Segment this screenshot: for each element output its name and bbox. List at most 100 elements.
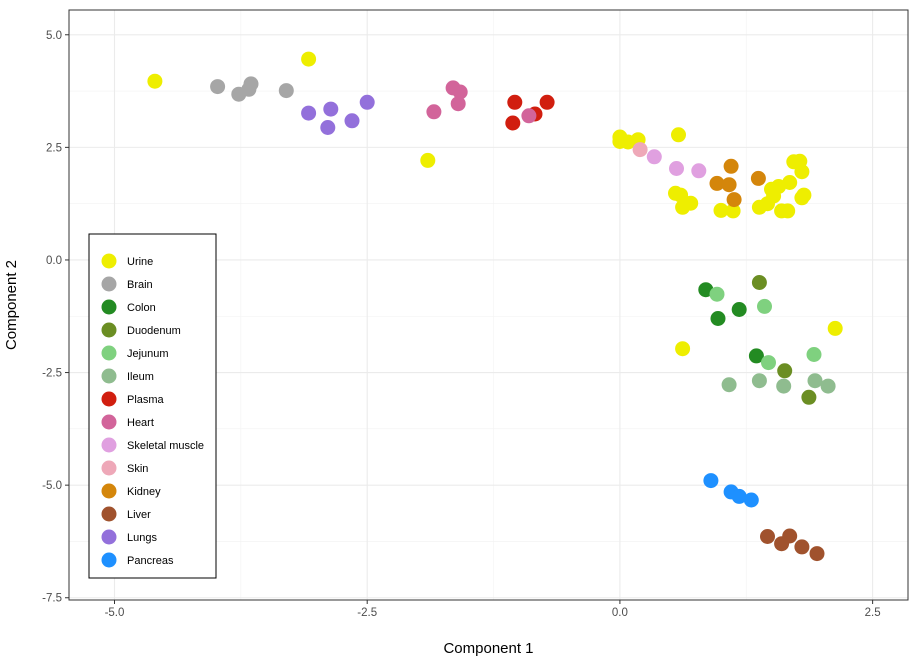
x-tick-label: 0.0 — [612, 607, 628, 619]
data-point-urine — [725, 203, 741, 219]
data-point-kidney — [750, 170, 766, 186]
y-tick-label: -2.5 — [42, 368, 62, 380]
legend-items: Urine Brain Colon Duodenum Jejunum Ileum Plasm… — [101, 253, 204, 568]
data-point-jejunum — [806, 347, 822, 362]
data-point-skeletal-muscle — [646, 149, 662, 165]
legend-key-urine — [101, 253, 117, 269]
data-point-lungs — [320, 120, 336, 135]
legend: Urine Brain Colon Duodenum Jejunum Ileum Plasm… — [88, 233, 217, 579]
legend-label-duodenum: Duodenum — [127, 325, 181, 337]
legend-key-liver — [101, 506, 117, 522]
data-point-jejunum — [757, 298, 772, 314]
legend-key-heart — [101, 414, 117, 430]
legend-key-lungs — [101, 529, 117, 545]
y-tick-label: -7.5 — [42, 593, 62, 605]
data-point-urine — [675, 341, 691, 357]
legend-label-pancreas: Pancreas — [127, 555, 174, 567]
legend-key-jejunum — [101, 345, 117, 361]
data-point-kidney — [726, 192, 742, 208]
data-point-heart — [452, 84, 468, 100]
data-point-kidney — [709, 175, 725, 191]
data-point-ileum — [807, 373, 823, 389]
data-point-kidney — [721, 177, 737, 193]
legend-key-ileum — [101, 368, 117, 384]
data-point-plasma — [505, 115, 521, 131]
data-point-jejunum — [709, 286, 725, 302]
legend-key-kidney — [101, 483, 117, 499]
legend-key-skin — [101, 460, 117, 476]
data-point-jejunum — [761, 355, 776, 371]
legend-label-skin: Skin — [127, 463, 148, 475]
data-point-brain — [278, 83, 294, 99]
y-tick-label: 5.0 — [46, 30, 62, 42]
data-point-liver — [794, 539, 810, 555]
data-point-brain — [210, 79, 226, 95]
data-point-duodenum — [801, 389, 817, 405]
data-point-plasma — [507, 94, 523, 110]
y-axis-title: Component 2 — [3, 260, 20, 350]
data-point-liver — [760, 529, 775, 544]
data-point-pancreas — [743, 492, 759, 508]
data-point-urine — [147, 73, 163, 89]
data-point-skeletal-muscle — [691, 163, 707, 179]
legend-label-liver: Liver — [127, 509, 151, 521]
legend-label-skeletal-muscle: Skeletal muscle — [127, 440, 204, 452]
x-tick-label: -5.0 — [105, 607, 125, 619]
data-point-ileum — [776, 378, 792, 394]
data-point-urine — [794, 164, 810, 180]
data-point-heart — [426, 104, 442, 120]
data-point-urine — [796, 187, 812, 203]
legend-label-lungs: Lungs — [127, 532, 157, 544]
legend-label-colon: Colon — [127, 302, 156, 314]
data-point-kidney — [723, 158, 739, 174]
data-point-ileum — [751, 373, 767, 389]
legend-label-ileum: Ileum — [127, 371, 154, 383]
data-point-liver — [809, 546, 825, 562]
data-point-colon — [731, 302, 747, 317]
data-point-lungs — [301, 105, 317, 121]
data-point-duodenum — [751, 275, 767, 290]
data-point-pancreas — [703, 473, 719, 489]
y-tick-label: -5.0 — [42, 480, 62, 492]
legend-label-urine: Urine — [127, 256, 153, 268]
data-point-urine — [827, 320, 843, 336]
data-point-urine — [713, 202, 729, 218]
data-point-urine — [683, 195, 699, 211]
data-point-heart — [521, 108, 537, 124]
data-point-ileum — [820, 378, 836, 394]
plot-panel-border — [68, 9, 909, 601]
data-point-lungs — [344, 113, 360, 129]
x-tick-label: -2.5 — [357, 607, 377, 619]
legend-key-colon — [101, 299, 117, 315]
data-point-urine — [420, 152, 436, 168]
x-axis-title: Component 1 — [443, 640, 533, 657]
data-point-urine — [780, 203, 796, 219]
y-tick-label: 2.5 — [46, 142, 62, 154]
data-point-ileum — [721, 377, 737, 393]
legend-key-duodenum — [101, 322, 117, 338]
data-point-duodenum — [777, 363, 793, 379]
data-point-pancreas — [731, 488, 747, 504]
legend-key-pancreas — [101, 552, 117, 568]
data-point-lungs — [323, 101, 339, 117]
data-point-liver — [782, 528, 798, 544]
legend-key-brain — [101, 276, 117, 292]
data-points — [147, 51, 843, 562]
legend-label-plasma: Plasma — [127, 394, 165, 406]
data-point-skeletal-muscle — [669, 161, 684, 176]
data-point-heart — [450, 96, 466, 112]
data-point-urine — [671, 127, 686, 143]
y-axis-ticks: -7.5 -5.0 -2.5 0.0 2.5 5.0 — [42, 30, 69, 605]
data-point-urine — [673, 187, 689, 203]
legend-label-kidney: Kidney — [127, 486, 161, 498]
data-point-plasma — [539, 94, 555, 110]
data-point-colon — [748, 348, 764, 364]
data-point-urine — [782, 175, 798, 190]
legend-label-brain: Brain — [127, 279, 153, 291]
x-tick-label: 2.5 — [865, 607, 881, 619]
data-point-brain — [243, 76, 259, 92]
data-point-skin — [632, 142, 648, 158]
legend-label-jejunum: Jejunum — [127, 348, 169, 360]
legend-key-skeletal-muscle — [101, 437, 117, 453]
